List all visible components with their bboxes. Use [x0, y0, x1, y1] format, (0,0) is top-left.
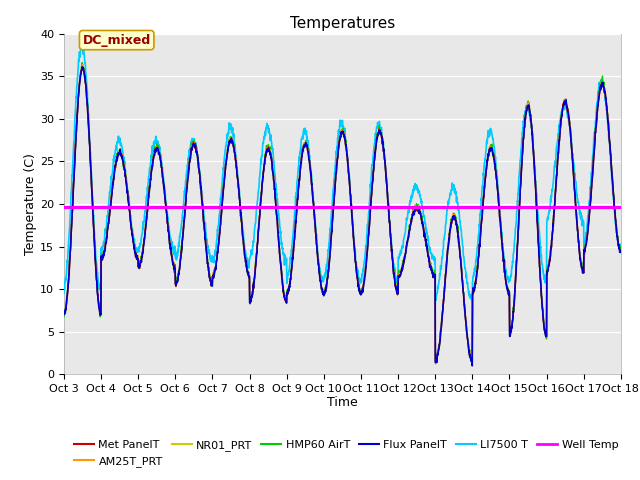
Y-axis label: Temperature (C): Temperature (C) — [24, 153, 37, 255]
Legend: Met PanelT, AM25T_PRT, NR01_PRT, HMP60 AirT, Flux PanelT, LI7500 T, Well Temp: Met PanelT, AM25T_PRT, NR01_PRT, HMP60 A… — [70, 436, 623, 471]
Title: Temperatures: Temperatures — [290, 16, 395, 31]
X-axis label: Time: Time — [327, 396, 358, 408]
Text: DC_mixed: DC_mixed — [83, 34, 151, 47]
